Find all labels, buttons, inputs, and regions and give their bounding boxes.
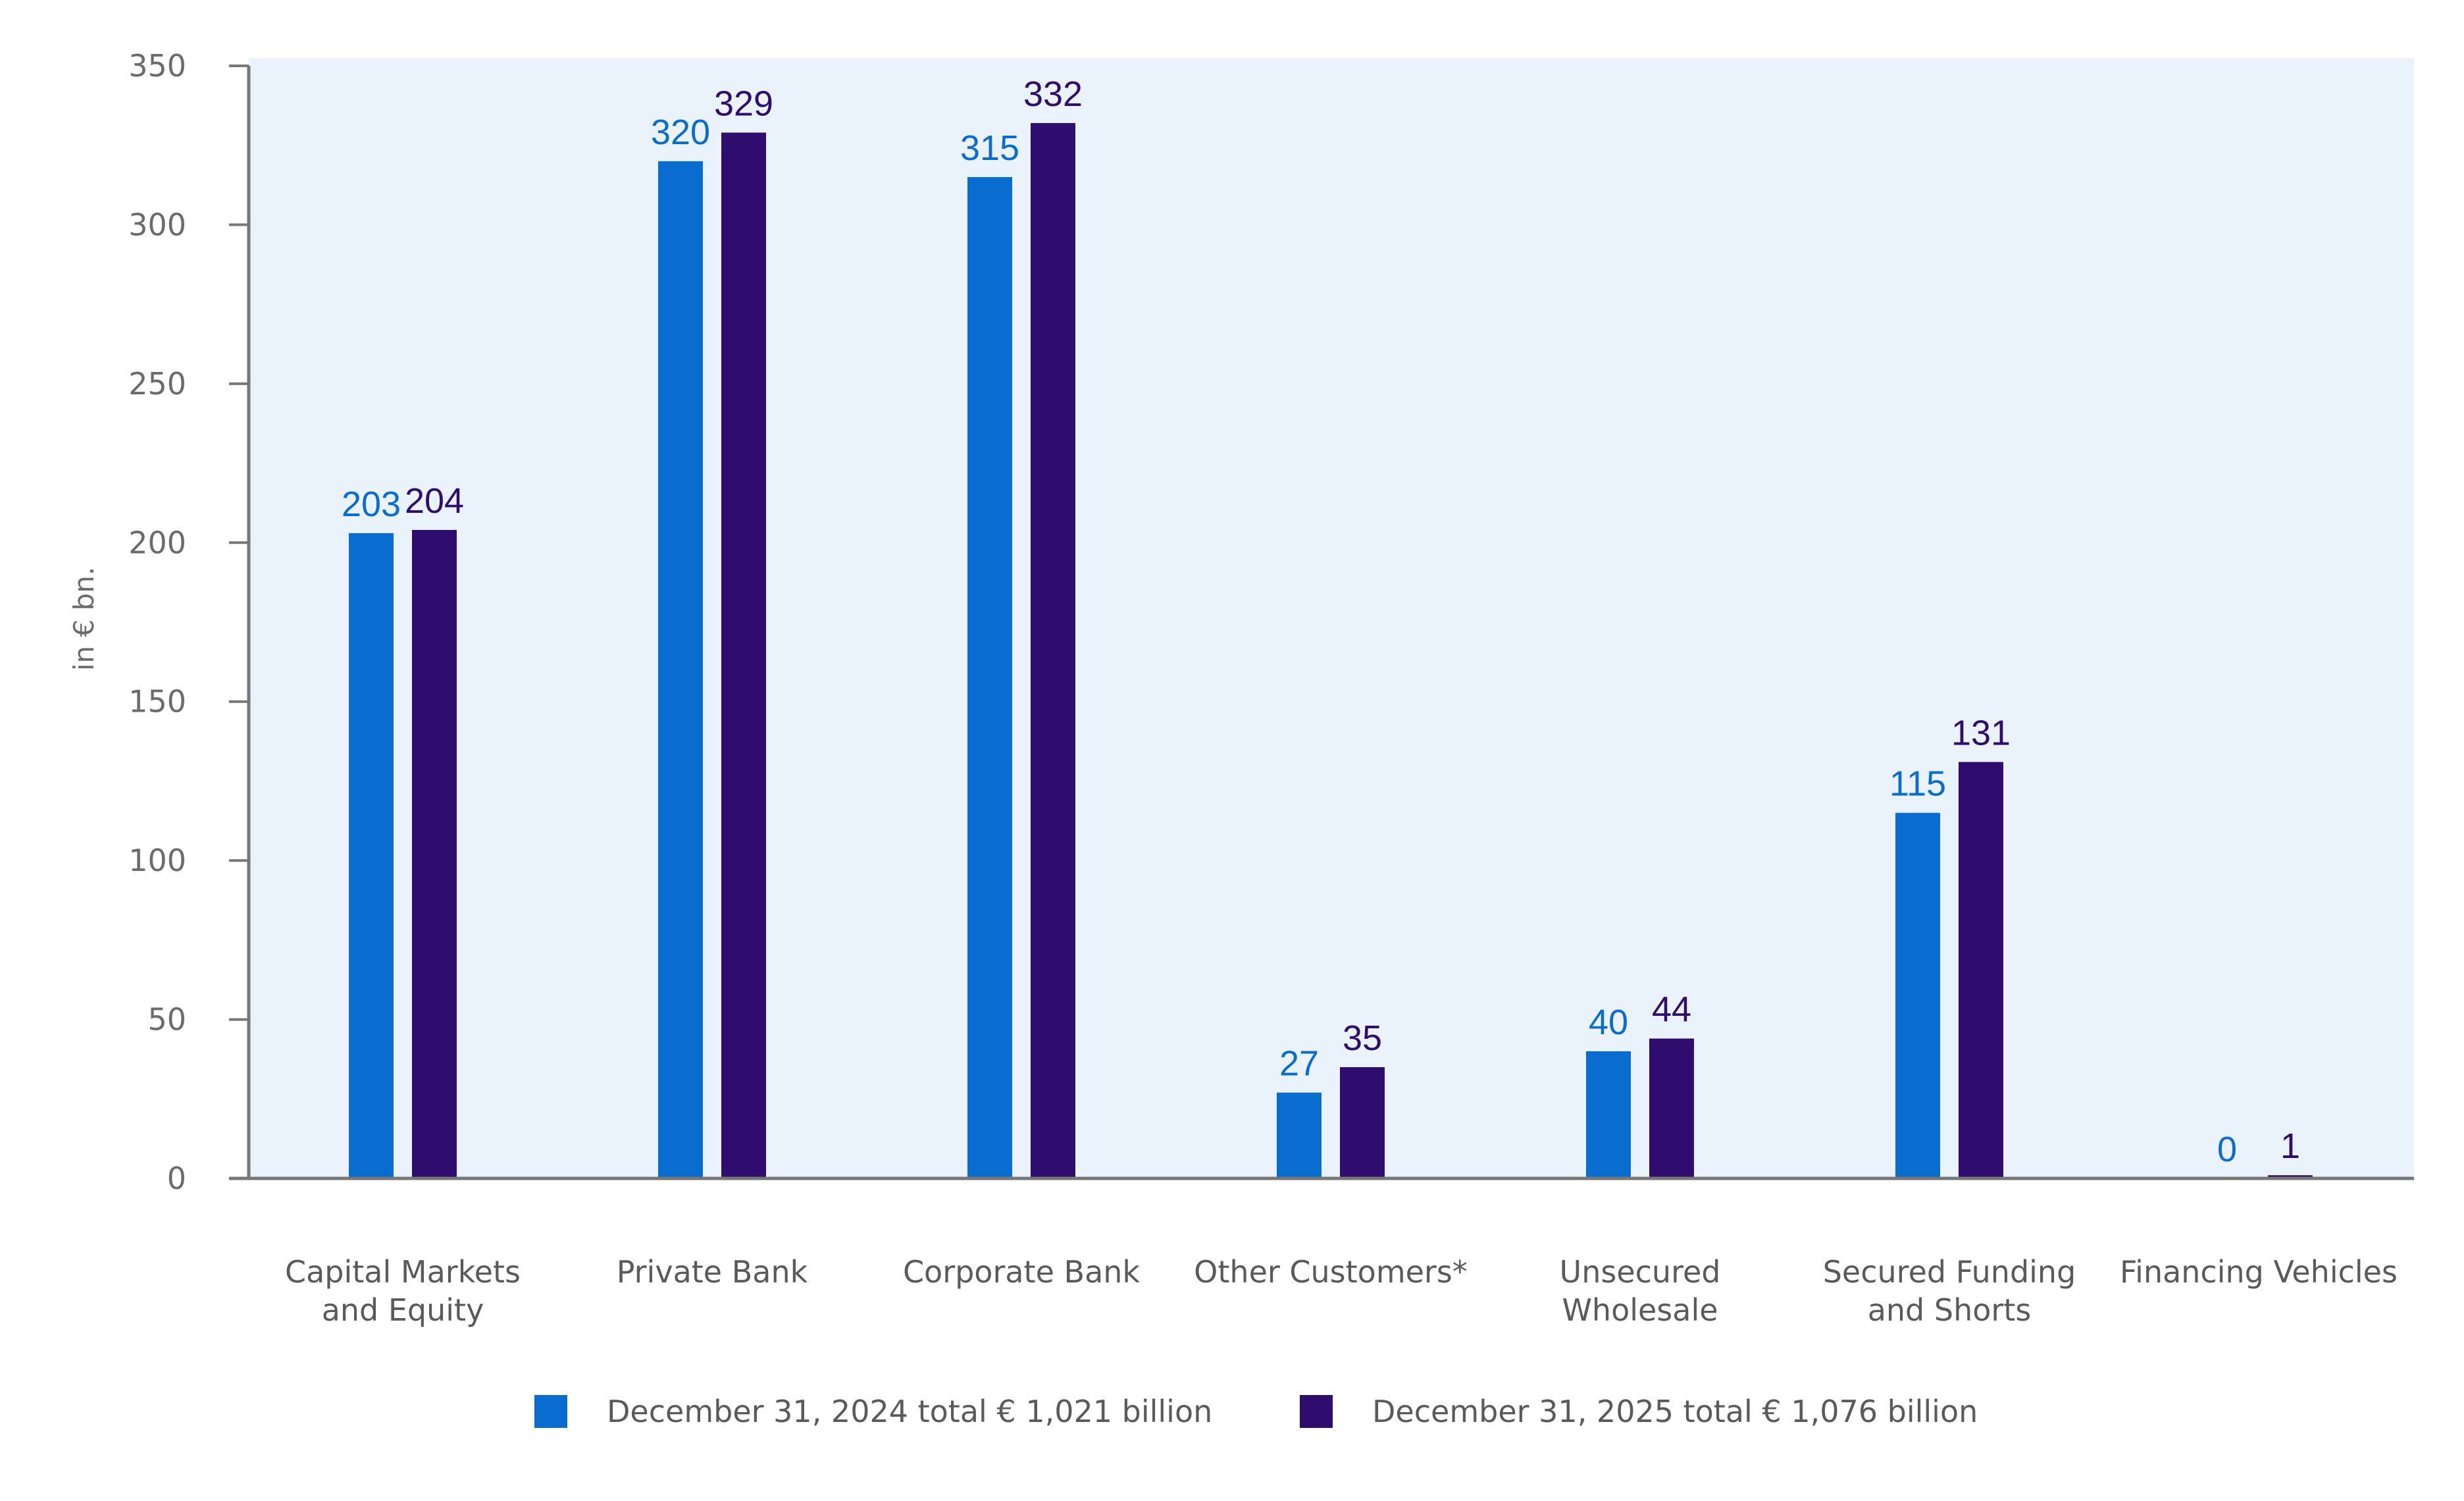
plot-background (249, 58, 2414, 1178)
data-label-2024: 0 (2217, 1130, 2237, 1169)
data-label-2024: 27 (1279, 1044, 1319, 1084)
y-tick-label: 350 (128, 48, 186, 84)
category-label: Other Customers* (1194, 1254, 1468, 1290)
data-label-2025: 329 (714, 84, 773, 123)
data-label-2025: 204 (405, 481, 464, 521)
data-label-2024: 203 (342, 485, 401, 524)
y-tick-label: 0 (167, 1161, 186, 1196)
bar-2025 (1031, 122, 1075, 1178)
category-label: Capital Markets (285, 1254, 521, 1290)
y-axis-label: in € bn. (68, 567, 100, 671)
bar-2025 (1340, 1067, 1385, 1178)
bar-2025 (1649, 1038, 1694, 1178)
bars (349, 122, 2313, 1178)
bar-2024 (1277, 1092, 1322, 1178)
data-label-2025: 131 (1951, 713, 2011, 752)
bar-2024 (1895, 812, 1940, 1178)
bar-2025 (1959, 762, 2003, 1178)
category-label: Financing Vehicles (2120, 1254, 2398, 1290)
category-label: and Shorts (1868, 1292, 2032, 1328)
y-tick-label: 50 (147, 1002, 186, 1038)
legend-swatch-2025 (1300, 1395, 1333, 1428)
legend-swatch-2024 (534, 1395, 567, 1428)
category-label: Secured Funding (1823, 1254, 2076, 1290)
legend: December 31, 2024 total € 1,021 billion D… (534, 1394, 1978, 1429)
y-tick-label: 200 (128, 525, 186, 560)
bar-2025 (412, 529, 457, 1178)
legend-label-2024: December 31, 2024 total € 1,021 billion (607, 1394, 1212, 1429)
data-label-2024: 315 (960, 128, 1019, 168)
bar-2025 (721, 132, 766, 1178)
category-label: Private Bank (617, 1254, 808, 1290)
y-tick-label: 250 (128, 366, 186, 402)
y-tick-label: 300 (128, 207, 186, 242)
y-tick-label: 150 (128, 684, 186, 720)
data-label-2025: 332 (1023, 74, 1083, 114)
data-label-2024: 40 (1589, 1003, 1628, 1042)
data-label-2024: 115 (1889, 764, 1946, 804)
category-label: Corporate Bank (903, 1254, 1140, 1290)
bar-2024 (1586, 1051, 1631, 1178)
data-label-2025: 44 (1652, 990, 1691, 1030)
bar-2024 (349, 533, 394, 1178)
category-label: Wholesale (1562, 1292, 1718, 1328)
data-label-2025: 1 (2280, 1126, 2300, 1166)
bar-2024 (967, 177, 1012, 1178)
legend-label-2025: December 31, 2025 total € 1,076 billion (1372, 1394, 1978, 1429)
y-axis: 0 50 100 150 200 250 300 350 (128, 48, 251, 1196)
data-label-2024: 320 (651, 113, 710, 152)
bar-2024 (658, 161, 703, 1178)
category-label: and Equity (322, 1292, 484, 1328)
y-tick-label: 100 (128, 843, 186, 878)
category-label: Unsecured (1560, 1254, 1721, 1290)
data-label-2025: 35 (1343, 1018, 1382, 1058)
